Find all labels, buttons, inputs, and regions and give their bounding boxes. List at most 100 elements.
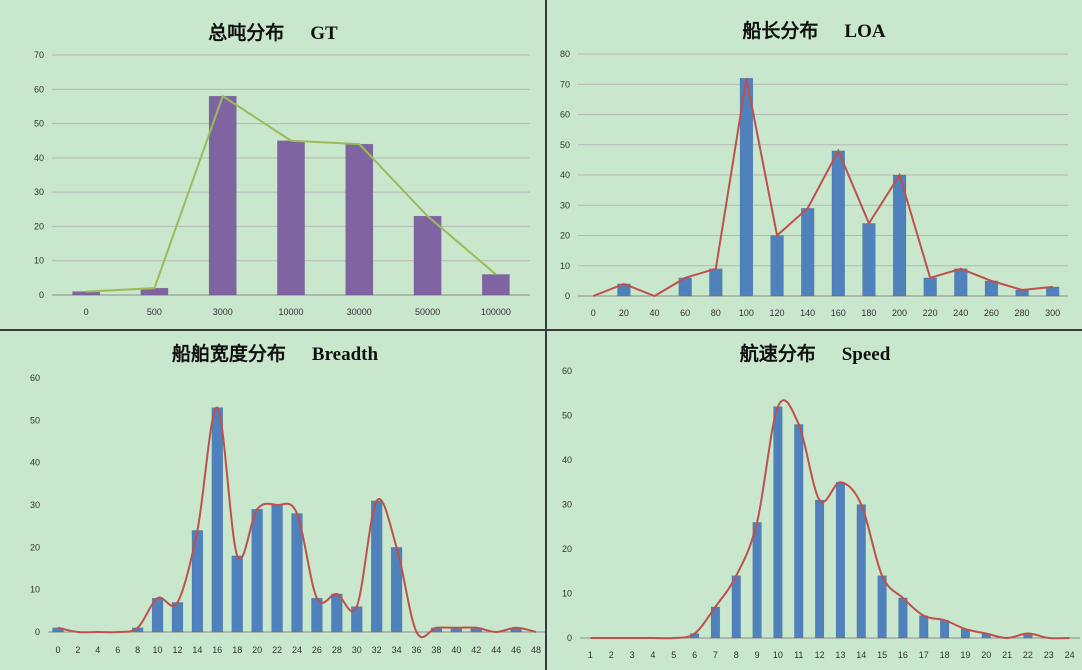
loa-bar [709,268,723,297]
gt-y-tick-label: 20 [34,221,44,231]
gt-chart-title: 总吨分布 GT [8,18,538,45]
breadth-x-tick-label: 36 [412,645,422,655]
breadth-y-tick-label: 60 [30,373,40,383]
gt-chart-panel: 总吨分布 GT 0 10 20 30 40 50 60 70 0 500 3000 10000 30000… [8,8,538,326]
breadth-x-tick-label: 12 [172,645,182,655]
gt-bar [277,140,305,296]
breadth-x-tick-label: 40 [451,645,461,655]
breadth-x-tick-label: 24 [292,645,302,655]
breadth-x-tick-label: 18 [232,645,242,655]
breadth-chart-title: 船舶宽度分布 Breadth [4,339,546,366]
speed-x-tick-label: 21 [1002,650,1012,660]
breadth-x-tick-label: 42 [471,645,481,655]
gt-y-tick-label: 60 [34,84,44,94]
loa-x-tick-label: 140 [800,308,815,318]
speed-title-en: Speed [841,344,891,365]
loa-title-cn: 船长分布 [742,21,819,42]
loa-x-tick-label: 100 [739,308,754,318]
speed-bar [752,522,762,639]
breadth-x-tick-label: 32 [372,645,382,655]
breadth-x-tick-label: 2 [75,645,80,655]
speed-trend-line [590,399,1070,640]
speed-x-tick-label: 7 [713,650,718,660]
breadth-title-cn: 船舶宽度分布 [171,344,286,365]
loa-x-tick-label: 40 [650,308,660,318]
loa-x-tick-label: 0 [591,308,596,318]
breadth-x-tick-label: 34 [392,645,402,655]
speed-x-tick-label: 4 [650,650,655,660]
speed-chart-panel: 航速分布 Speed 0 10 20 30 40 50 60 1 2 3 4 5 6 7 8 9 10 11 12 13… [550,334,1080,668]
breadth-bar [370,500,383,633]
gt-y-tick-label: 50 [34,119,44,129]
breadth-bar [331,593,343,633]
gt-x-tick-label: 0 [84,307,89,317]
loa-x-tick-label: 160 [831,308,846,318]
breadth-x-tick-label: 20 [252,645,262,655]
gt-x-tick-label: 50000 [415,307,440,317]
loa-bar [831,150,845,297]
loa-y-tick-label: 30 [560,200,570,210]
gt-x-tick-label: 500 [147,307,162,317]
loa-y-tick-label: 20 [560,231,570,241]
gt-x-tick-label: 30000 [347,307,372,317]
breadth-bar [211,407,224,633]
loa-x-tick-label: 80 [711,308,721,318]
speed-y-tick-label: 10 [562,589,572,599]
speed-x-tick-label: 12 [815,650,825,660]
breadth-y-tick-label: 50 [30,415,40,425]
breadth-x-tick-label: 46 [511,645,521,655]
loa-bar [923,277,937,297]
loa-x-tick-label: 180 [861,308,876,318]
speed-bar [939,619,950,639]
loa-y-tick-label: 0 [565,291,570,301]
loa-x-tick-label: 260 [984,308,999,318]
loa-chart-panel: 船长分布 LOA 0 10 20 30 40 50 60 70 80 0 20 40 60 80 100 120… [550,8,1078,326]
gt-y-tick-label: 30 [34,187,44,197]
speed-x-tick-label: 13 [835,650,845,660]
loa-x-tick-label: 220 [923,308,938,318]
gt-y-tick-label: 40 [34,153,44,163]
speed-title-cn: 航速分布 [739,344,816,365]
speed-x-tick-label: 2 [609,650,614,660]
speed-bar [731,575,741,639]
speed-y-tick-label: 40 [562,455,572,465]
breadth-bar [231,555,243,633]
loa-y-tick-label: 80 [560,49,570,59]
speed-x-tick-label: 1 [588,650,593,660]
loa-chart-title: 船长分布 LOA [550,16,1078,43]
loa-bar [770,235,784,297]
speed-x-tick-label: 15 [877,650,887,660]
loa-bar [954,268,968,297]
breadth-bar [271,504,283,633]
loa-y-tick-label: 10 [560,261,570,271]
loa-title-en: LOA [844,21,886,42]
breadth-x-tick-label: 28 [332,645,342,655]
loa-x-tick-label: 300 [1045,308,1060,318]
breadth-chart-panel: 船舶宽度分布 Breadth 0 10 20 30 40 50 60 0 2 4 6 8 10 12 14 16… [4,334,546,668]
speed-x-tick-label: 16 [898,650,908,660]
loa-y-tick-label: 60 [560,110,570,120]
speed-x-tick-label: 14 [856,650,866,660]
speed-bar [877,575,887,639]
horizontal-divider [0,329,1082,331]
speed-chart-title: 航速分布 Speed [550,339,1080,366]
speed-x-tick-label: 9 [755,650,760,660]
breadth-x-tick-label: 30 [352,645,362,655]
breadth-x-tick-label: 0 [55,645,60,655]
speed-x-tick-label: 8 [734,650,739,660]
gt-title-en: GT [310,23,338,44]
breadth-x-tick-label: 10 [153,645,163,655]
loa-y-tick-label: 50 [560,140,570,150]
breadth-y-tick-label: 30 [30,500,40,510]
speed-bar [919,615,929,639]
breadth-x-tick-label: 16 [212,645,222,655]
speed-bar [773,406,783,639]
loa-trend-line [592,78,1053,298]
speed-x-tick-label: 3 [630,650,635,660]
gt-y-tick-label: 70 [34,50,44,60]
speed-bar [898,597,908,639]
speed-x-tick-label: 10 [773,650,783,660]
speed-x-tick-label: 6 [692,650,697,660]
